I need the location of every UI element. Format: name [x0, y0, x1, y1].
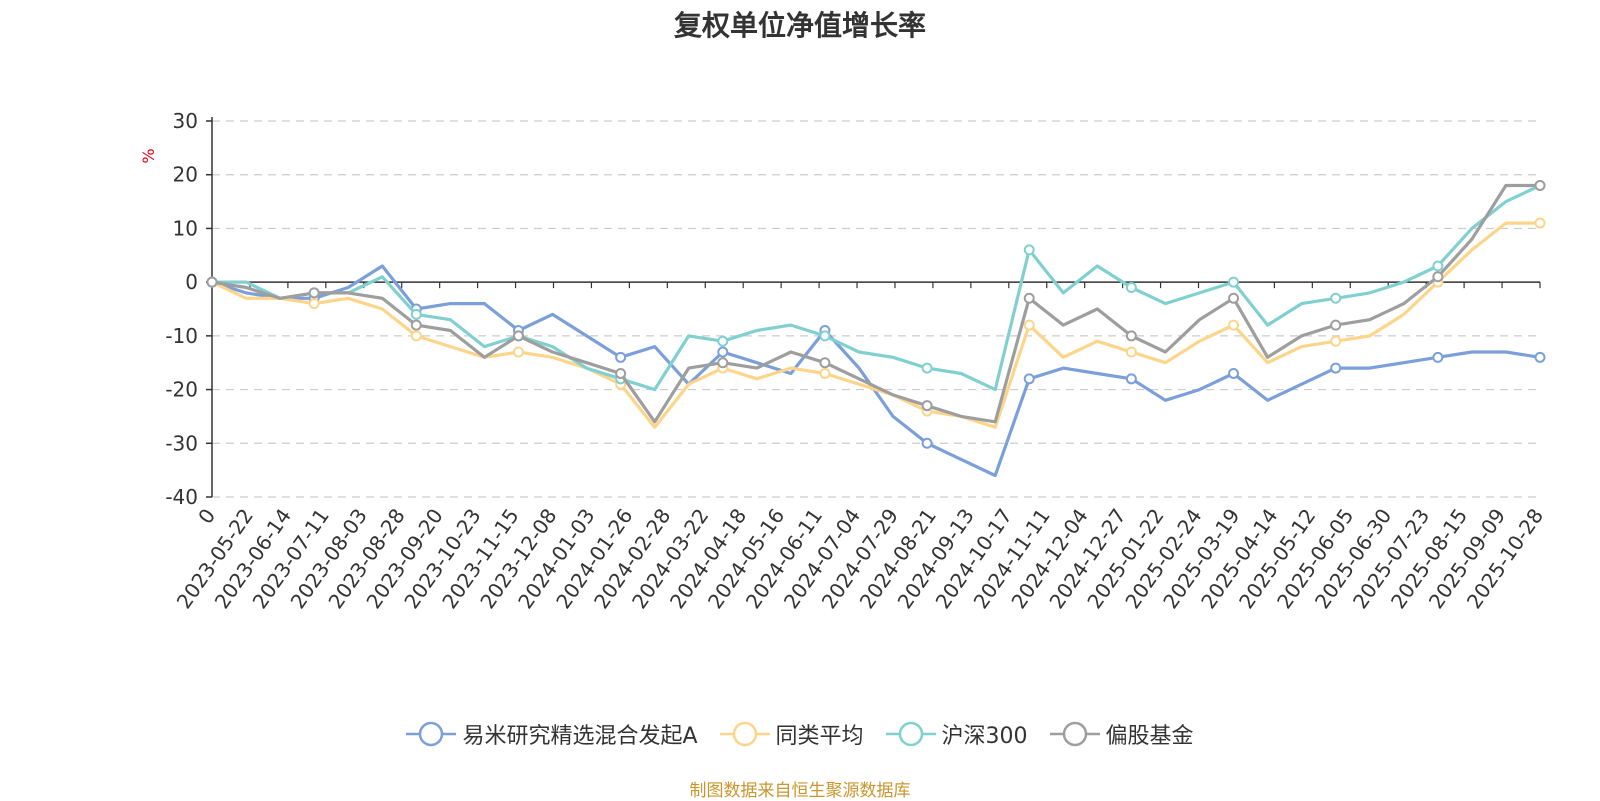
data-point — [615, 351, 627, 363]
axis-labels: 3020100-10-20-30-40%02023-05-222023-06-1… — [139, 109, 1548, 613]
y-unit-label: % — [139, 148, 158, 163]
legend: 易米研究精选混合发起A 同类平均 沪深300 偏股基金 — [0, 718, 1600, 750]
y-tick-label: 10 — [173, 216, 198, 240]
y-tick-label: -10 — [165, 324, 198, 348]
data-point — [1228, 276, 1240, 288]
data-point — [1534, 179, 1546, 191]
data-point — [512, 330, 524, 342]
data-point — [1228, 292, 1240, 304]
data-point — [1330, 362, 1342, 374]
legend-marker-icon — [1049, 721, 1100, 747]
legend-marker-icon — [885, 721, 936, 747]
series-line — [211, 221, 1540, 429]
data-point — [512, 346, 524, 358]
legend-item[interactable]: 偏股基金 — [1049, 718, 1194, 750]
y-tick-label: 20 — [173, 163, 198, 187]
data-point — [1432, 351, 1444, 363]
data-point — [410, 330, 422, 342]
data-point — [308, 298, 320, 310]
data-point — [1228, 367, 1240, 379]
legend-item[interactable]: 沪深300 — [885, 718, 1028, 750]
series-3 — [206, 179, 1546, 424]
chart-title: 复权单位净值增长率 — [673, 9, 926, 42]
data-point — [1125, 282, 1137, 294]
data-point — [1534, 351, 1546, 363]
data-point — [1023, 292, 1035, 304]
data-point — [206, 276, 218, 288]
y-tick-label: -40 — [165, 485, 198, 509]
data-point — [921, 437, 933, 449]
series-line — [211, 183, 1540, 424]
data-point — [1330, 335, 1342, 347]
legend-label: 同类平均 — [775, 724, 864, 749]
data-point — [717, 357, 729, 369]
data-point — [1228, 319, 1240, 331]
legend-item[interactable]: 易米研究精选混合发起A — [406, 718, 698, 750]
x-tick-label: 0 — [193, 504, 220, 528]
data-point — [1125, 346, 1137, 358]
legend-label: 易米研究精选混合发起A — [462, 724, 698, 749]
series-line — [211, 264, 1541, 478]
data-point — [1023, 373, 1035, 385]
data-point — [1125, 330, 1137, 342]
axes — [206, 117, 1541, 498]
data-point — [921, 400, 933, 412]
data-point — [1023, 319, 1035, 331]
line-chart: 3020100-10-20-30-40%02023-05-222023-06-1… — [139, 109, 1548, 613]
data-point — [1330, 319, 1342, 331]
legend-marker-icon — [406, 721, 457, 747]
data-point — [1125, 373, 1137, 385]
data-point — [717, 346, 729, 358]
legend-label: 偏股基金 — [1105, 724, 1194, 749]
data-point — [1023, 244, 1035, 256]
data-point — [1330, 292, 1342, 304]
data-point — [1534, 217, 1546, 229]
data-point — [921, 362, 933, 374]
data-point — [819, 367, 831, 379]
data-point — [1432, 271, 1444, 283]
legend-item[interactable]: 同类平均 — [719, 718, 864, 750]
y-tick-label: 0 — [185, 270, 198, 294]
y-tick-label: -20 — [165, 378, 198, 402]
series-line — [212, 184, 1541, 392]
data-point — [615, 367, 627, 379]
series-lines — [206, 179, 1546, 478]
series-2 — [206, 179, 1546, 392]
data-point — [819, 357, 831, 369]
data-point — [1432, 260, 1444, 272]
source-note: 制图数据来自恒生聚源数据库 — [689, 781, 911, 801]
data-point — [308, 287, 320, 299]
legend-marker-icon — [719, 721, 770, 747]
data-point — [410, 319, 422, 331]
y-tick-label: -30 — [165, 431, 198, 455]
data-point — [717, 335, 729, 347]
data-point — [819, 330, 831, 342]
y-tick-label: 30 — [173, 109, 198, 133]
legend-label: 沪深300 — [941, 724, 1028, 749]
data-point — [410, 308, 422, 320]
